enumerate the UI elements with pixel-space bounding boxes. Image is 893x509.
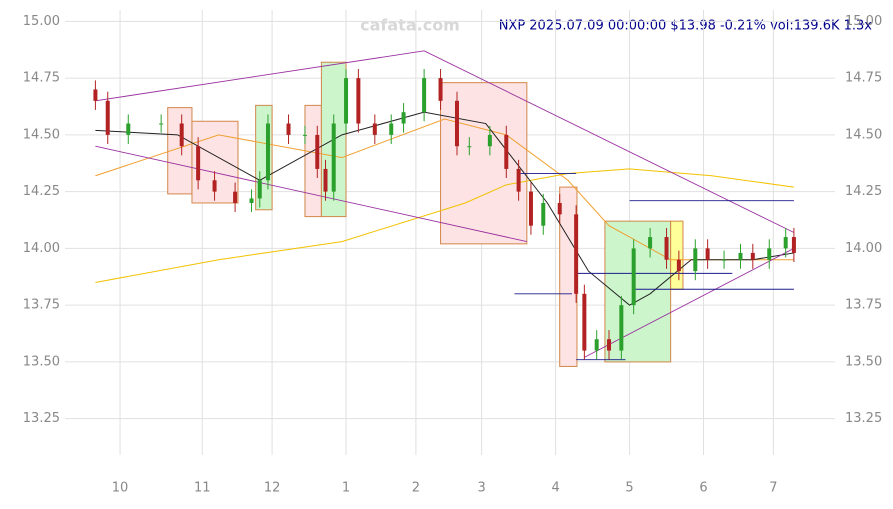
candle-body xyxy=(516,168,521,192)
x-tick-label: 6 xyxy=(699,481,707,496)
candle-body xyxy=(664,237,669,260)
candle-body xyxy=(401,112,406,124)
candle-body xyxy=(528,191,533,226)
y-tick-label: 14.50 xyxy=(23,127,60,142)
candle-body xyxy=(315,134,320,169)
trend-line xyxy=(95,50,795,233)
chart-title: NXP 2025.07.09 00:00:00 $13.98 -0.21% vo… xyxy=(499,19,873,34)
candle-body xyxy=(126,123,131,135)
candle-body xyxy=(487,134,492,147)
candle-body xyxy=(791,237,796,253)
y-tick-label: 14.75 xyxy=(23,71,60,86)
candle-body xyxy=(722,259,727,261)
candle-body xyxy=(265,123,270,181)
candle-body xyxy=(331,123,336,192)
candle-body xyxy=(541,202,546,226)
candle-body xyxy=(257,180,262,199)
x-tick-label: 11 xyxy=(194,481,211,496)
zone-box xyxy=(670,220,684,290)
candle-body xyxy=(323,168,328,192)
x-tick-label: 7 xyxy=(769,481,777,496)
x-tick-label: 10 xyxy=(112,481,129,496)
y-tick-label: 15.00 xyxy=(23,14,60,29)
candle-body xyxy=(631,248,636,306)
y-tick-label: 14.00 xyxy=(23,241,60,256)
y-tick-label-right: 13.50 xyxy=(845,354,882,369)
x-tick-label: 12 xyxy=(264,481,281,496)
candle-body xyxy=(105,100,110,135)
zone-box xyxy=(440,82,528,245)
y-tick-label-right: 14.50 xyxy=(845,127,882,142)
candle-body xyxy=(574,214,579,294)
y-tick-label-right: 14.25 xyxy=(845,184,882,199)
candle-body xyxy=(93,89,98,101)
candle-body xyxy=(302,134,307,136)
candle-body xyxy=(767,248,772,260)
candle-body xyxy=(607,339,612,351)
candle-body xyxy=(557,202,562,215)
candle-body xyxy=(705,248,710,260)
trend-line xyxy=(584,247,795,358)
y-tick-label: 14.25 xyxy=(23,184,60,199)
zone-box xyxy=(604,220,672,363)
candle-body xyxy=(249,198,254,203)
y-tick-label-right: 14.75 xyxy=(845,71,882,86)
candle-body xyxy=(344,78,349,124)
y-tick-label-right: 14.00 xyxy=(845,241,882,256)
candle-body xyxy=(594,339,599,351)
candle-body xyxy=(233,191,238,203)
candle-body xyxy=(179,123,184,147)
y-tick-label-right: 15.00 xyxy=(845,14,882,29)
candle-body xyxy=(648,237,653,249)
y-tick-label: 13.50 xyxy=(23,354,60,369)
candle-body xyxy=(783,237,788,249)
moving-average xyxy=(95,168,794,283)
candle-body xyxy=(454,100,459,147)
x-tick-label: 2 xyxy=(412,481,420,496)
candle-body xyxy=(159,123,164,125)
trend-line xyxy=(95,145,527,243)
candle-body xyxy=(467,146,472,148)
candle-body xyxy=(750,252,755,260)
candle-body xyxy=(738,252,743,260)
candle-body xyxy=(582,293,587,351)
candle-body xyxy=(372,123,377,135)
x-tick-label: 4 xyxy=(551,481,559,496)
candle-body xyxy=(693,248,698,272)
candle-body xyxy=(196,146,201,181)
candle-body xyxy=(356,78,361,124)
x-tick-label: 1 xyxy=(342,481,350,496)
y-tick-label-right: 13.25 xyxy=(845,411,882,426)
candle-body xyxy=(438,78,443,101)
y-tick-label-right: 13.75 xyxy=(845,298,882,313)
watermark: cafata.com xyxy=(360,16,460,35)
candle-body xyxy=(212,180,217,192)
candle-body xyxy=(676,259,681,272)
x-tick-label: 5 xyxy=(625,481,633,496)
candle-body xyxy=(504,134,509,169)
candle-body xyxy=(286,123,291,135)
candle-body xyxy=(422,78,427,113)
candle-body xyxy=(619,305,624,351)
candle-body xyxy=(389,123,394,135)
y-tick-label: 13.25 xyxy=(23,411,60,426)
y-tick-label: 13.75 xyxy=(23,298,60,313)
x-tick-label: 3 xyxy=(477,481,485,496)
